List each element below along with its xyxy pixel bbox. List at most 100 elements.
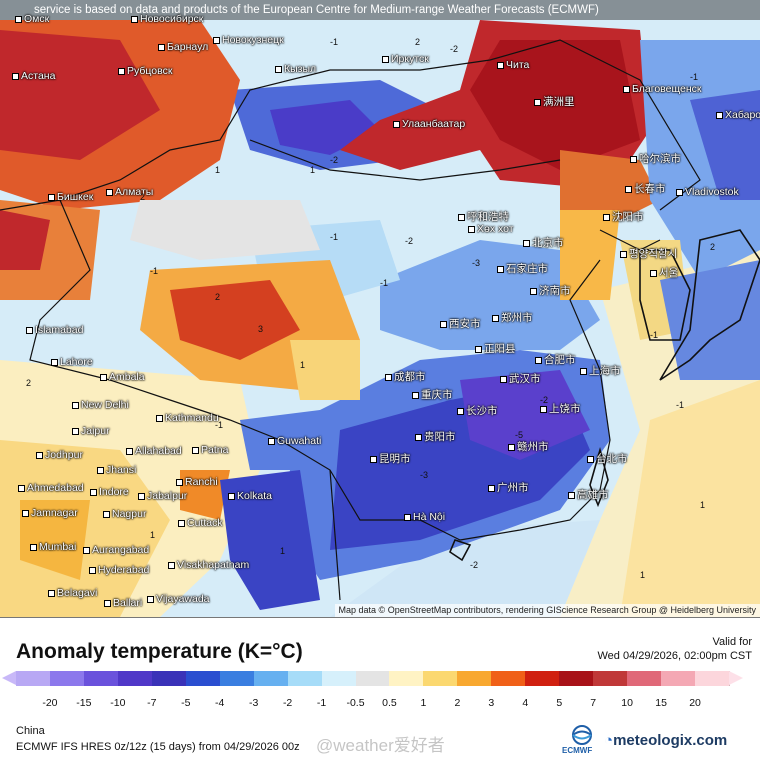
- city-name: Jodhpur: [45, 449, 83, 461]
- city-name: 西安市: [449, 318, 481, 330]
- city-marker-icon: [156, 414, 163, 422]
- city-name: 上海市: [589, 365, 621, 377]
- city-label: Islamabad: [26, 324, 83, 336]
- city-marker-icon: [488, 484, 495, 492]
- city-label: Jhansi: [97, 464, 136, 476]
- city-marker-icon: [48, 193, 55, 201]
- colorbar-tick-label: -4: [215, 697, 225, 709]
- city-name: Jabalpur: [147, 490, 188, 502]
- city-label: Hà Nội: [404, 511, 445, 523]
- city-marker-icon: [51, 358, 58, 366]
- city-marker-icon: [508, 443, 515, 451]
- city-marker-icon: [72, 401, 79, 409]
- city-label: Ranchi: [176, 476, 218, 488]
- city-name: 서울: [659, 267, 679, 279]
- city-name: Ranchi: [185, 476, 218, 488]
- city-label: 평양직할시: [620, 246, 677, 261]
- colorbar-swatch: [219, 671, 255, 686]
- contour-value: -3: [472, 258, 481, 268]
- city-name: 正阳县: [484, 343, 516, 355]
- city-name: 贵阳市: [424, 431, 456, 443]
- city-name: Kolkata: [237, 490, 273, 502]
- city-label: 重庆市: [412, 387, 453, 402]
- contour-value: 2: [215, 292, 221, 302]
- city-marker-icon: [176, 478, 183, 486]
- city-marker-icon: [106, 188, 113, 196]
- contour-value: 2: [140, 192, 146, 202]
- contour-value: 1: [700, 500, 706, 510]
- contour-value: 1: [280, 546, 286, 556]
- contour-value: 3: [258, 324, 264, 334]
- city-name: Allahabad: [135, 445, 182, 457]
- city-name: Хөх хот: [477, 223, 514, 235]
- city-marker-icon: [90, 488, 97, 496]
- city-label: Омск: [15, 13, 49, 25]
- city-marker-icon: [468, 225, 475, 233]
- city-label: Улаанбаатар: [393, 118, 465, 130]
- city-marker-icon: [385, 373, 392, 381]
- legend-title: Anomaly temperature (K=°C): [16, 640, 303, 663]
- colorbar-swatch: [593, 671, 629, 686]
- city-label: Belagavi: [48, 587, 97, 599]
- city-name: Vijayawada: [156, 593, 210, 605]
- meteologix-brand-link[interactable]: ◔meteologix.com: [604, 732, 727, 749]
- city-label: 成都市: [385, 369, 426, 384]
- city-name: Бишкек: [57, 191, 94, 203]
- city-label: 沈阳市: [603, 209, 644, 224]
- contour-value: -1: [380, 278, 389, 288]
- city-marker-icon: [168, 561, 175, 569]
- colorbar-max-arrow: [729, 671, 743, 685]
- city-label: 合肥市: [535, 352, 576, 367]
- colorbar-swatch: [627, 671, 663, 686]
- colorbar-swatch: [491, 671, 527, 686]
- colorbar-swatch: [49, 671, 85, 686]
- model-run-info: ECMWF IFS HRES 0z/12z (15 days) from 04/…: [16, 741, 300, 753]
- city-label: Новокузнецк: [213, 34, 284, 46]
- city-marker-icon: [83, 546, 90, 554]
- colorbar-tick-label: -15: [76, 697, 92, 709]
- city-name: Hyderabad: [98, 564, 150, 576]
- city-marker-icon: [268, 437, 275, 445]
- city-label: Jaipur: [72, 425, 110, 437]
- osm-attribution[interactable]: Map data © OpenStreetMap contributors, r…: [334, 604, 760, 617]
- valid-for-label: Valid for: [712, 636, 752, 648]
- city-name: Чита: [506, 59, 530, 71]
- ecmwf-globe-icon: [572, 725, 592, 745]
- meteologix-brand-text: meteologix.com: [613, 732, 728, 749]
- city-label: 正阳县: [475, 341, 516, 356]
- city-label: 서울: [650, 265, 678, 280]
- anomaly-map[interactable]: service is based on data and products of…: [0, 0, 760, 618]
- city-label: Cuttack: [178, 517, 223, 529]
- contour-value: -2: [540, 395, 549, 405]
- colorbar-tick-label: 4: [522, 697, 529, 709]
- colorbar-swatch: [117, 671, 153, 686]
- city-marker-icon: [534, 98, 541, 106]
- colorbar-tick-label: 1: [420, 697, 427, 709]
- city-name: 평양직할시: [629, 248, 678, 260]
- colorbar-tick-label: 10: [621, 697, 633, 709]
- city-name: Hà Nội: [413, 511, 446, 523]
- city-name: 沈阳市: [612, 211, 644, 223]
- city-name: 呼和浩特: [467, 211, 509, 223]
- colorbar-swatch: [389, 671, 425, 686]
- city-label: 满洲里: [534, 94, 575, 109]
- city-marker-icon: [716, 111, 723, 119]
- colorbar-tick-label: -3: [248, 697, 259, 709]
- city-name: 石家庄市: [506, 263, 548, 275]
- city-marker-icon: [15, 15, 22, 23]
- city-name: Vladivostok: [685, 186, 739, 198]
- city-name: Belagavi: [57, 587, 98, 599]
- city-name: 武汉市: [509, 373, 541, 385]
- city-name: Visakhapatnam: [177, 559, 250, 571]
- city-name: 高雄市: [577, 489, 609, 501]
- colorbar-tick-label: 5: [556, 697, 563, 709]
- ecmwf-logo[interactable]: ECMWF: [562, 724, 602, 756]
- city-label: 长春市: [625, 181, 666, 196]
- city-label: Чита: [497, 59, 529, 71]
- city-label: Ballari: [104, 597, 142, 609]
- city-marker-icon: [147, 595, 154, 603]
- city-marker-icon: [523, 239, 530, 247]
- city-label: 高雄市: [568, 487, 609, 502]
- colorbar-min-arrow: [2, 671, 16, 685]
- contour-value: -3: [420, 470, 429, 480]
